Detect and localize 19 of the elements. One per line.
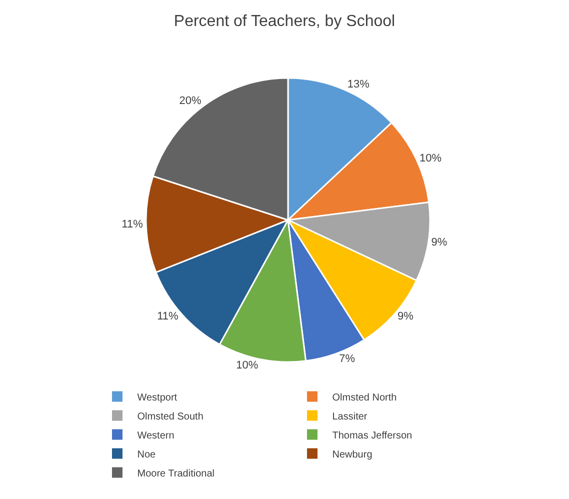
data-label: 7% — [339, 352, 356, 365]
data-label: 11% — [157, 310, 178, 323]
legend-label: Newburg — [332, 449, 372, 460]
data-label: 9% — [431, 236, 448, 248]
data-label: 11% — [122, 218, 144, 230]
legend-label: Moore Traditional — [137, 468, 215, 480]
legend-label: Westport — [137, 392, 178, 404]
legend-label: Western — [137, 430, 174, 442]
chart-title: Percent of Teachers, by School — [174, 13, 396, 30]
data-label: 9% — [398, 310, 414, 323]
legend-label: Noe — [137, 449, 156, 460]
legend-label: Olmsted North — [332, 392, 397, 404]
data-label: 20% — [179, 95, 202, 108]
data-label: 10% — [419, 152, 442, 164]
data-label: 13% — [347, 78, 370, 91]
legend-label: Olmsted South — [137, 411, 204, 422]
data-label: 10% — [236, 359, 258, 372]
legend-label: Thomas Jefferson — [332, 430, 412, 442]
legend-label: Lassiter — [332, 411, 368, 422]
